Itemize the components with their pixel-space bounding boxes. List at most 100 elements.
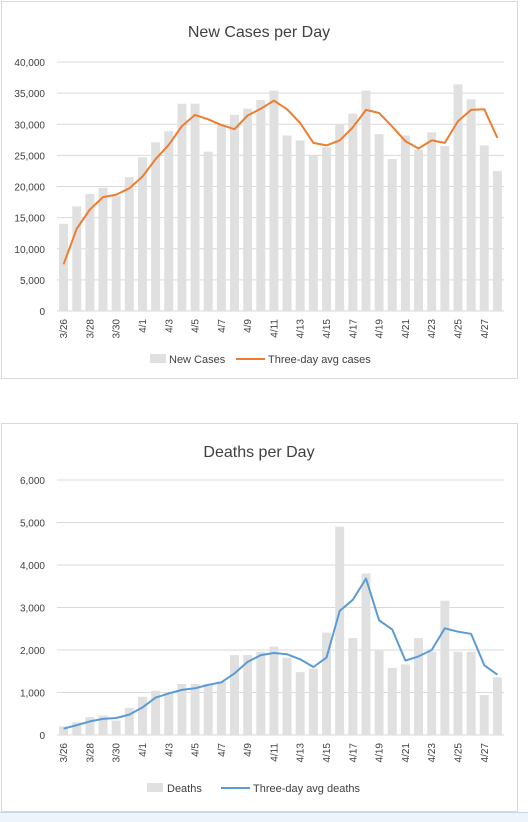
- bar: [414, 149, 424, 311]
- bar: [151, 690, 161, 735]
- bar: [111, 720, 121, 735]
- y-tick-label: 5,000: [20, 519, 45, 530]
- bar: [466, 651, 476, 735]
- y-tick-label: 3,000: [20, 604, 45, 615]
- bar: [335, 124, 345, 311]
- x-tick-label: 3/26: [59, 319, 70, 339]
- x-tick-label: 4/11: [269, 319, 280, 338]
- x-tick-label: 4/27: [480, 743, 491, 763]
- bar: [335, 526, 345, 735]
- bar: [269, 646, 279, 735]
- x-tick-label: 3/28: [85, 743, 96, 763]
- bar: [230, 114, 239, 311]
- bar: [440, 146, 450, 311]
- x-tick-label: 4/9: [243, 743, 254, 757]
- bar: [137, 696, 147, 735]
- bar: [400, 664, 410, 735]
- bar: [269, 90, 279, 311]
- bar: [72, 206, 82, 311]
- bar: [124, 707, 134, 735]
- bar: [414, 638, 424, 735]
- bar: [256, 651, 266, 735]
- bar: [216, 681, 226, 735]
- x-tick-label: 4/23: [427, 319, 438, 339]
- bar: [216, 124, 226, 311]
- bar: [164, 692, 174, 735]
- chart-title: Deaths per Day: [203, 444, 314, 461]
- x-tick-label: 4/17: [348, 319, 359, 339]
- x-tick-label: 3/26: [59, 743, 70, 763]
- bottom-strip: [0, 812, 528, 822]
- y-tick-label: 0: [39, 307, 45, 318]
- bar: [85, 717, 95, 735]
- bar: [308, 668, 318, 735]
- x-tick-label: 4/15: [322, 743, 333, 763]
- bar: [177, 684, 187, 735]
- bar: [151, 142, 161, 311]
- bar: [124, 177, 134, 311]
- bar: [164, 131, 174, 311]
- bar: [282, 657, 292, 735]
- x-tick-label: 3/30: [112, 319, 123, 339]
- legend-label-deaths: Deaths: [167, 783, 202, 795]
- y-tick-label: 30,000: [14, 120, 45, 131]
- x-tick-label: 3/28: [85, 319, 96, 339]
- bar: [98, 187, 108, 311]
- y-tick-label: 4,000: [20, 561, 45, 572]
- cases-chart: New Cases per Day 0 5,000 10,000 15,000 20,0…: [14, 24, 504, 366]
- bar: [427, 651, 437, 735]
- x-tick-label: 4/17: [348, 743, 359, 763]
- x-tick-label: 4/1: [138, 743, 149, 757]
- y-tick-label: 40,000: [14, 58, 45, 69]
- bar: [400, 135, 410, 311]
- bar: [59, 726, 69, 735]
- legend-swatch-new-cases: [150, 354, 166, 363]
- bar: [308, 155, 318, 311]
- bar: [492, 170, 502, 311]
- legend-label-avg-deaths: Three-day avg deaths: [253, 783, 361, 795]
- y-tick-label: 1,000: [20, 689, 45, 700]
- x-tick-label: 4/1: [138, 319, 149, 333]
- bar: [295, 140, 305, 311]
- bar: [243, 655, 253, 735]
- x-tick-label: 4/23: [427, 743, 438, 763]
- bar: [374, 650, 384, 735]
- y-tick-label: 6,000: [20, 476, 45, 487]
- legend-label-new-cases: New Cases: [169, 354, 226, 366]
- x-tick-label: 4/3: [164, 319, 175, 333]
- y-tick-label: 35,000: [14, 89, 45, 100]
- bar: [177, 103, 187, 312]
- bar: [230, 655, 239, 735]
- bar: [59, 223, 69, 311]
- legend-swatch-deaths: [147, 783, 163, 792]
- x-tick-label: 4/27: [480, 319, 491, 339]
- bar: [98, 715, 108, 735]
- bar: [85, 193, 95, 311]
- bar: [72, 722, 82, 735]
- x-tick-label: 4/19: [375, 319, 386, 339]
- bar: [361, 573, 371, 735]
- bar: [479, 695, 489, 735]
- y-tick-label: 15,000: [14, 214, 45, 225]
- bar: [190, 684, 200, 735]
- bar: [203, 151, 213, 311]
- bar: [453, 651, 463, 735]
- bar: [190, 103, 200, 312]
- x-tick-label: 4/9: [243, 319, 254, 333]
- series-line: [63, 577, 498, 730]
- bar: [322, 632, 331, 735]
- y-tick-label: 0: [39, 731, 45, 742]
- bar: [348, 113, 358, 311]
- bar: [295, 672, 305, 735]
- bar: [374, 134, 384, 311]
- x-tick-label: 3/30: [112, 743, 123, 763]
- y-tick-label: 20,000: [14, 183, 45, 194]
- x-tick-label: 4/19: [375, 743, 386, 763]
- bar: [466, 99, 476, 311]
- x-tick-label: 4/21: [401, 319, 412, 339]
- x-tick-label: 4/21: [401, 743, 412, 763]
- legend-label-avg-cases: Three-day avg cases: [268, 354, 371, 366]
- bar: [479, 145, 489, 311]
- series-line: [62, 99, 499, 265]
- bar: [453, 84, 463, 311]
